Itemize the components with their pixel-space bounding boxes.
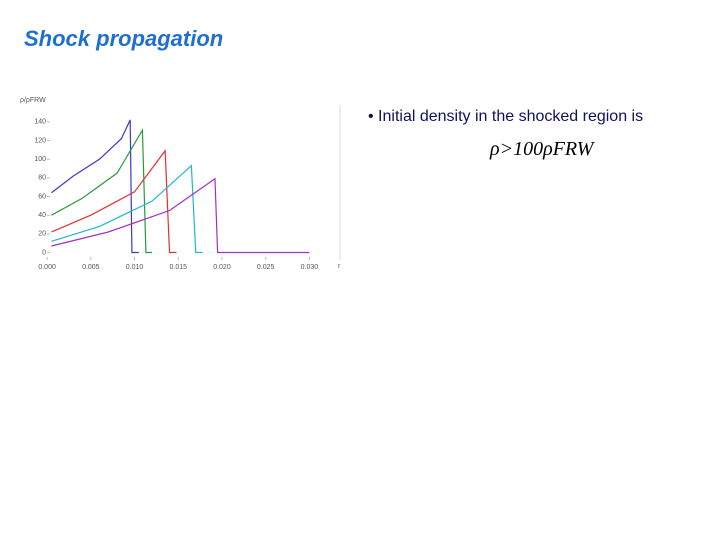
x-tick-label: 0.020 xyxy=(213,264,231,271)
y-tick-label: 120 xyxy=(34,137,46,144)
x-tick-label: 0.025 xyxy=(257,264,275,271)
series-line xyxy=(51,164,203,254)
formula: ρ>100ρFRW xyxy=(490,138,594,160)
series-line xyxy=(51,177,310,254)
y-tick-label: 60 xyxy=(38,193,46,200)
x-tick-label: 0.000 xyxy=(38,264,56,271)
slide-title: Shock propagation xyxy=(24,26,224,51)
bullet: • Initial density in the shocked region … xyxy=(368,108,644,125)
x-tick-label: 0.005 xyxy=(82,264,100,271)
series-line xyxy=(51,149,177,254)
x-axis-label: r xyxy=(338,263,341,270)
bullet-text: Initial density in the shocked region is xyxy=(378,108,644,125)
x-tick-label: 0.010 xyxy=(126,264,144,271)
series-line xyxy=(51,119,139,254)
y-tick-label: 100 xyxy=(34,156,46,163)
y-axis-label: ρ/ρFRW xyxy=(20,97,46,104)
x-tick-label: 0.015 xyxy=(169,264,187,271)
chart: ρ/ρFRW r 0 20 40 60 80 100 120 140 0.000 0.005 0.0… xyxy=(20,97,341,271)
series-line xyxy=(51,128,153,254)
x-tick-label: 0.030 xyxy=(301,264,319,271)
y-tick-label: 20 xyxy=(38,231,46,238)
y-tick-label: 40 xyxy=(38,212,46,219)
y-tick-label: 0 xyxy=(42,249,46,256)
y-tick-label: 80 xyxy=(38,175,46,182)
y-tick-label: 140 xyxy=(34,119,46,126)
